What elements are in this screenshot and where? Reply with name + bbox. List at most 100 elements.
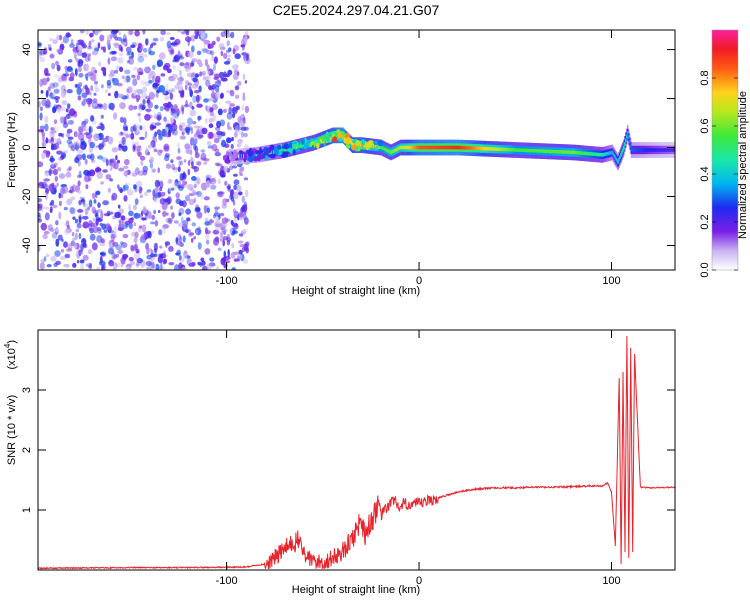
ridge-core	[632, 148, 635, 152]
ridge-blob	[338, 137, 343, 142]
noise-point	[80, 243, 84, 252]
noise-point	[227, 249, 230, 257]
noise-point	[72, 262, 77, 268]
noise-point	[165, 127, 169, 132]
ridge-core	[591, 152, 593, 156]
ridge-core	[583, 151, 586, 155]
noise-point	[72, 216, 76, 220]
noise-point	[66, 139, 73, 145]
noise-point	[243, 211, 247, 215]
ridge-core	[501, 147, 504, 152]
noise-point	[179, 135, 186, 140]
noise-point	[175, 192, 180, 199]
noise-point	[194, 73, 200, 78]
noise-point	[70, 196, 75, 201]
noise-point	[210, 184, 217, 190]
ridge-core	[432, 145, 435, 150]
noise-point	[197, 226, 201, 231]
ridge-core	[414, 145, 416, 150]
noise-point	[55, 228, 59, 232]
noise-point	[155, 91, 159, 98]
noise-point	[212, 229, 220, 235]
ridge-core	[488, 147, 490, 151]
ridge-core	[421, 145, 423, 150]
noise-point	[139, 103, 143, 109]
noise-point	[244, 217, 249, 225]
noise-point	[95, 190, 101, 196]
noise-point	[58, 211, 62, 220]
ridge-core	[298, 144, 301, 148]
ridge-core	[442, 145, 444, 150]
ridge-core	[609, 151, 612, 155]
noise-point	[144, 66, 151, 73]
noise-point	[226, 137, 232, 144]
noise-point	[217, 178, 221, 185]
ridge-core	[671, 148, 673, 152]
noise-point	[217, 108, 223, 116]
y-tick-label: -40	[21, 238, 33, 254]
noise-point	[197, 115, 202, 121]
noise-point	[42, 233, 48, 240]
noise-point	[48, 38, 55, 42]
ridge-core	[282, 148, 284, 152]
ridge-core	[429, 145, 432, 150]
ridge-core	[399, 145, 402, 150]
noise-point	[239, 118, 246, 127]
ridge-core	[372, 144, 375, 149]
ridge-core	[386, 148, 388, 153]
noise-point	[169, 36, 175, 41]
noise-point	[133, 251, 141, 260]
noise-point	[220, 139, 227, 148]
noise-point	[237, 81, 242, 86]
noise-point	[90, 115, 95, 122]
noise-point	[100, 84, 104, 89]
ridge-core	[374, 145, 377, 149]
noise-point	[128, 257, 134, 262]
noise-point	[229, 103, 236, 107]
noise-point	[87, 206, 91, 211]
noise-point	[158, 52, 166, 60]
noise-point	[153, 148, 158, 153]
noise-point	[130, 125, 134, 133]
ridge-core	[569, 150, 571, 154]
ridge-core	[503, 147, 506, 152]
ridge-blob	[232, 153, 239, 159]
noise-point	[189, 101, 193, 109]
noise-point	[141, 224, 147, 233]
noise-point	[152, 64, 156, 71]
ridge-core	[455, 145, 458, 150]
ridge-core	[593, 152, 595, 156]
noise-point	[225, 100, 232, 104]
ridge-core	[294, 145, 296, 150]
noise-point	[133, 237, 138, 244]
ridge-core	[587, 152, 589, 156]
ridge-core	[433, 145, 436, 150]
ridge-core	[614, 155, 616, 159]
ridge-blob	[371, 142, 375, 147]
noise-point	[243, 177, 249, 181]
noise-point	[87, 71, 94, 76]
noise-point	[89, 233, 96, 241]
noise-point	[208, 131, 214, 139]
noise-point	[60, 116, 65, 124]
noise-point	[150, 253, 156, 258]
ridge-core	[527, 148, 530, 153]
noise-point	[91, 50, 99, 56]
noise-point	[133, 184, 137, 190]
ridge-core	[380, 145, 383, 150]
noise-point	[142, 208, 148, 214]
noise-point	[223, 250, 227, 259]
noise-point	[149, 162, 154, 169]
noise-point	[122, 256, 127, 261]
noise-point	[168, 188, 172, 192]
noise-point	[87, 54, 91, 62]
noise-point	[38, 129, 45, 133]
noise-point	[157, 209, 161, 214]
noise-point	[93, 45, 98, 49]
noise-point	[137, 42, 142, 48]
spectrogram-y-ticks: 40 20 0 -20 -40	[21, 43, 675, 253]
ridge-core	[582, 151, 585, 155]
noise-point	[122, 132, 126, 136]
noise-point	[197, 242, 202, 250]
noise-point	[74, 52, 77, 60]
